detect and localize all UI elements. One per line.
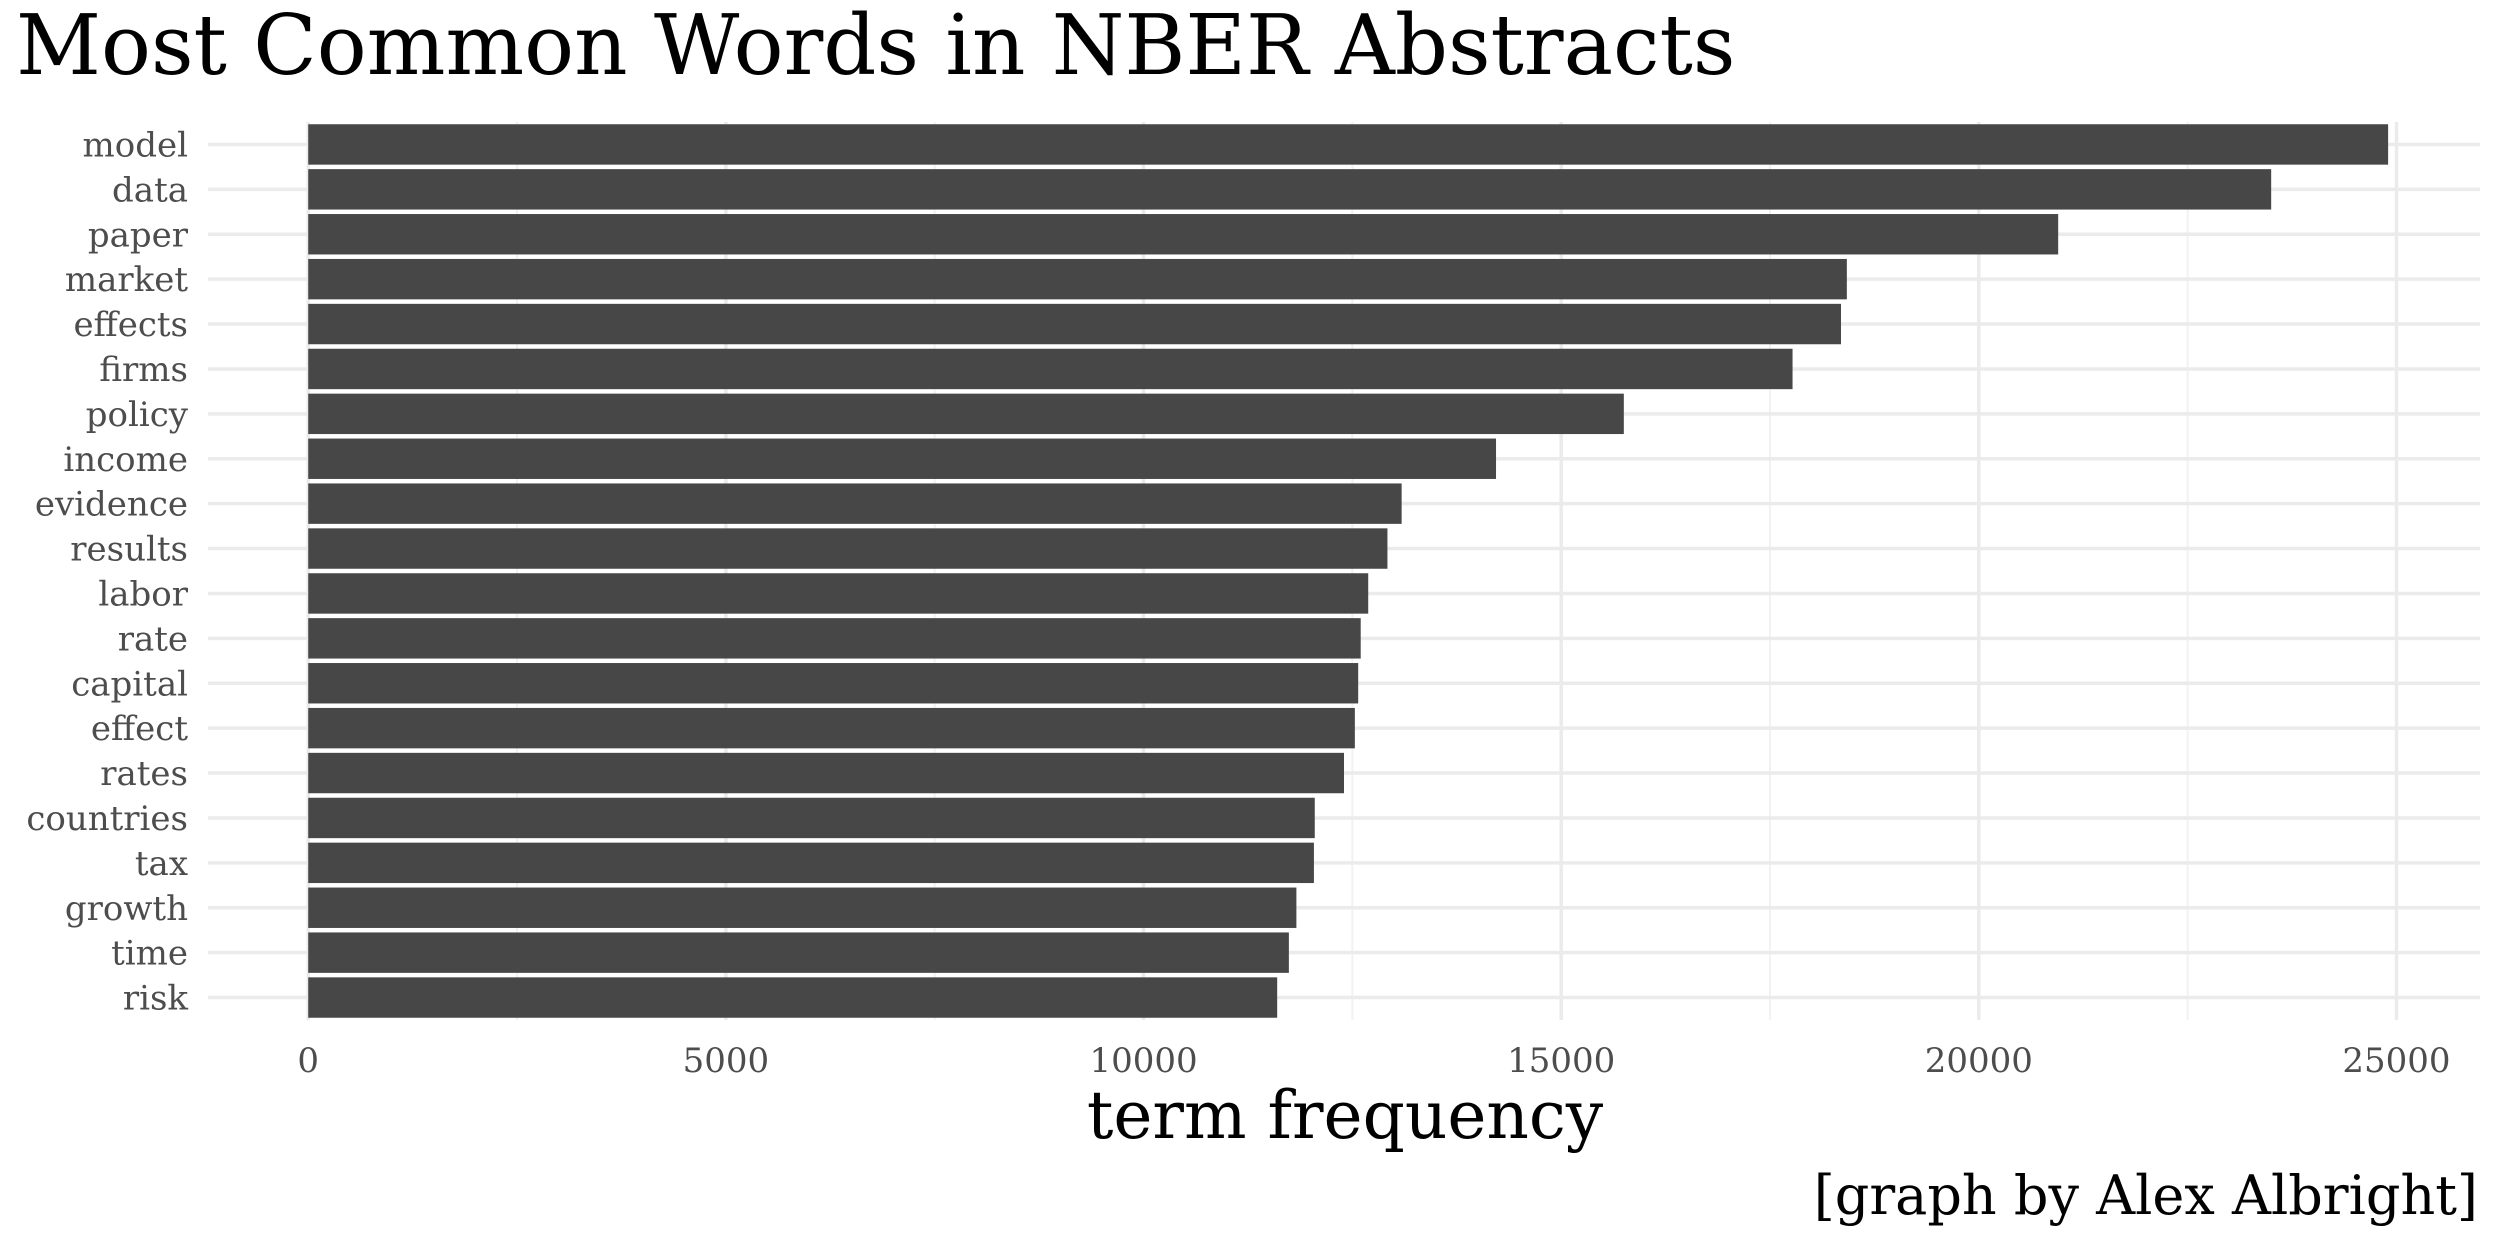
x-tick-label: 20000 bbox=[1925, 1041, 2033, 1081]
bar-effect bbox=[308, 707, 1355, 749]
bar-growth bbox=[308, 887, 1297, 928]
y-tick-label: evidence bbox=[35, 485, 188, 525]
bar-firms bbox=[308, 348, 1793, 390]
bar-effects bbox=[308, 303, 1841, 345]
bar-results bbox=[308, 528, 1388, 569]
y-tick-label: policy bbox=[86, 395, 189, 435]
bar-labor bbox=[308, 573, 1369, 614]
bar-model bbox=[308, 124, 2389, 165]
y-tick-label: results bbox=[70, 530, 188, 570]
y-tick-label: market bbox=[65, 260, 188, 300]
y-tick-label: income bbox=[63, 440, 188, 480]
bar-countries bbox=[308, 797, 1315, 839]
bar-layer bbox=[308, 124, 2389, 1018]
chart-caption: [graph by Alex Albright] bbox=[1814, 1164, 2478, 1227]
bar-market bbox=[308, 258, 1847, 300]
y-tick-label: countries bbox=[26, 799, 188, 839]
x-tick-label: 0 bbox=[297, 1041, 319, 1081]
bar-income bbox=[308, 438, 1497, 479]
x-tick-labels: 0 5000 10000 15000 20000 25000 bbox=[297, 1041, 2450, 1081]
y-tick-label: rates bbox=[100, 754, 188, 794]
y-tick-labels: model data paper market effects firms policy in… bbox=[26, 125, 188, 1018]
bar-policy bbox=[308, 393, 1624, 435]
bar-evidence bbox=[308, 483, 1402, 524]
x-tick-label: 25000 bbox=[2342, 1041, 2450, 1081]
y-tick-label: growth bbox=[65, 889, 188, 929]
bar-tax bbox=[308, 842, 1314, 884]
bar-time bbox=[308, 932, 1289, 973]
y-tick-label: capital bbox=[71, 664, 188, 704]
bar-rate bbox=[308, 618, 1361, 659]
bar-paper bbox=[308, 214, 2059, 255]
bar-risk bbox=[308, 977, 1278, 1018]
y-tick-label: risk bbox=[123, 979, 189, 1019]
y-tick-label: data bbox=[112, 170, 188, 210]
y-tick-label: tax bbox=[135, 844, 188, 884]
y-tick-label: effects bbox=[73, 305, 188, 345]
y-tick-label: paper bbox=[88, 215, 189, 255]
y-tick-label: model bbox=[83, 125, 188, 165]
y-tick-label: firms bbox=[99, 350, 188, 390]
x-tick-label: 5000 bbox=[683, 1041, 770, 1081]
y-tick-label: rate bbox=[118, 619, 188, 659]
bar-data bbox=[308, 169, 2272, 210]
y-tick-label: labor bbox=[98, 574, 188, 614]
grid-layer bbox=[208, 122, 2480, 1020]
chart-title: Most Common Words in NBER Abstracts bbox=[16, 0, 1736, 94]
bar-rates bbox=[308, 752, 1344, 794]
x-axis-title: term frequency bbox=[1087, 1077, 1604, 1154]
y-tick-label: time bbox=[111, 934, 188, 974]
y-tick-label: effect bbox=[91, 709, 188, 749]
x-tick-label: 10000 bbox=[1089, 1041, 1197, 1081]
x-tick-label: 15000 bbox=[1507, 1041, 1615, 1081]
bar-capital bbox=[308, 663, 1359, 704]
